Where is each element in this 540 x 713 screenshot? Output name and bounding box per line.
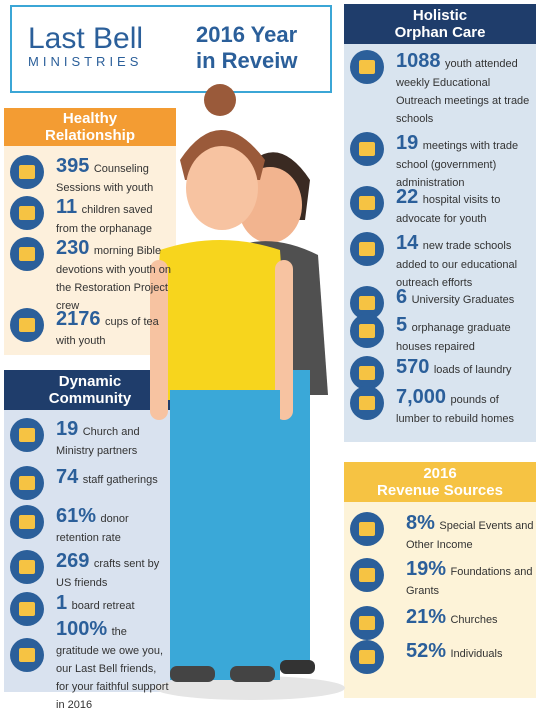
orphan-item-7: 7,000 pounds of lumber to rebuild homes	[350, 386, 534, 427]
house-repair-icon	[350, 314, 384, 348]
thumbs-up-icon	[350, 640, 384, 674]
heart-icon	[10, 638, 44, 672]
medkit-icon	[350, 186, 384, 220]
community-item-3: 269 crafts sent by US friends	[10, 550, 170, 591]
book-icon	[10, 237, 44, 271]
logo-subtitle: MINISTRIES	[28, 54, 143, 69]
home-icon	[350, 386, 384, 420]
healthy-heading: Healthy Relationship	[4, 108, 176, 146]
healthy-item-2: 230 morning Bible devotions with youth o…	[10, 237, 175, 314]
revenue-heading: 2016 Revenue Sources	[344, 462, 536, 502]
piggy-bank-icon	[350, 558, 384, 592]
orphan-item-5: 5 orphanage graduate houses repaired	[350, 314, 534, 355]
calendar-icon	[10, 592, 44, 626]
books-icon	[350, 50, 384, 84]
logo: Last Bell MINISTRIES	[28, 22, 143, 69]
healthy-item-0: 395 Counseling Sessions with youth	[10, 155, 175, 196]
community-heading: Dynamic Community	[4, 370, 176, 410]
tea-icon	[10, 308, 44, 342]
community-item-4: 1 board retreat	[10, 592, 170, 626]
community-item-2: 61% donor retention rate	[10, 505, 170, 546]
revenue-item-0: 8% Special Events and Other Income	[350, 512, 534, 553]
logo-name: Last Bell	[28, 22, 144, 55]
page-title: 2016 Year in Reveiw	[196, 22, 298, 73]
diploma-icon	[350, 232, 384, 266]
community-item-1: 74 staff gatherings	[10, 466, 170, 500]
revenue-item-2: 21% Churches	[350, 606, 534, 640]
people-icon	[10, 466, 44, 500]
orphan-item-2: 22 hospital visits to advocate for youth	[350, 186, 534, 227]
cross-icon	[10, 418, 44, 452]
chat-icon	[10, 155, 44, 189]
orphan-item-3: 14 new trade schools added to our educat…	[350, 232, 534, 291]
children-icon	[10, 196, 44, 230]
healthy-item-3: 2176 cups of tea with youth	[10, 308, 175, 349]
orphan-item-0: 1088 youth attended weekly Educational O…	[350, 50, 534, 127]
community-item-0: 19 Church and Ministry partners	[10, 418, 170, 459]
box-icon	[10, 550, 44, 584]
logo-box	[10, 5, 332, 93]
orphan-item-6: 570 loads of laundry	[350, 356, 534, 390]
orphan-item-1: 19 meetings with trade school (governmen…	[350, 132, 534, 191]
healthy-item-1: 11 children saved from the orphanage	[10, 196, 175, 237]
revenue-item-1: 19% Foundations and Grants	[350, 558, 534, 599]
laundry-icon	[350, 356, 384, 390]
cross-icon	[350, 606, 384, 640]
revenue-item-3: 52% Individuals	[350, 640, 534, 674]
orphan-heading: Holistic Orphan Care	[344, 4, 536, 44]
people-illustration	[150, 84, 345, 700]
female-figure	[150, 84, 293, 682]
badge-icon	[350, 132, 384, 166]
orphan-item-4: 6 University Graduates	[350, 286, 534, 320]
lock-icon	[10, 505, 44, 539]
community-item-5: 100% the gratitude we owe you, our Last …	[10, 618, 170, 713]
calendar-icon	[350, 512, 384, 546]
